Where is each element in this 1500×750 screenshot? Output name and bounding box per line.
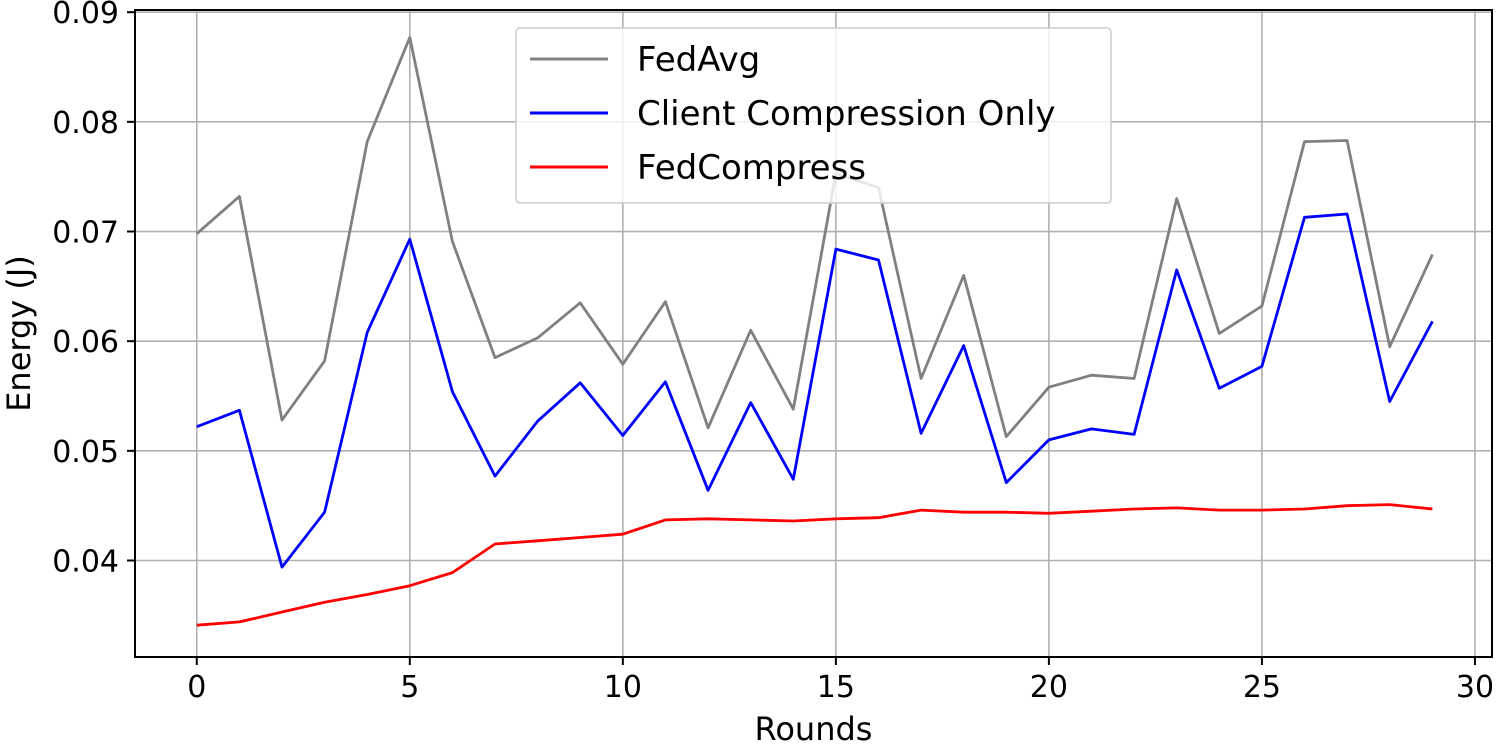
series-line-fedcompress — [196, 503, 1433, 627]
x-tick-label: 25 — [1243, 670, 1281, 705]
y-tick-label: 0.04 — [52, 544, 119, 579]
legend-box — [515, 27, 1112, 204]
legend-label: FedAvg — [637, 40, 760, 80]
y-tick-label: 0.09 — [52, 0, 119, 31]
y-tick-label: 0.05 — [52, 435, 119, 470]
x-tick-label: 30 — [1456, 670, 1494, 705]
legend-label: Client Compression Only — [637, 94, 1056, 134]
x-tick-label: 20 — [1030, 670, 1068, 705]
series-line-fedavg — [195, 36, 1434, 439]
series-lines — [195, 36, 1434, 627]
y-tick-label: 0.08 — [52, 106, 119, 141]
axis-ticks: 0 5 10 15 20 25 30 0.04 0.05 0.06 0.07 0.08 0.09 — [52, 0, 1494, 705]
y-tick-label: 0.07 — [52, 216, 119, 251]
legend: FedAvg Client Compression Only FedCompress — [515, 27, 1112, 204]
x-tick-label: 5 — [400, 670, 419, 705]
grid — [135, 10, 1492, 657]
y-axis-label: Energy (J) — [0, 255, 38, 412]
legend-label: FedCompress — [637, 148, 866, 188]
x-tick-label: 10 — [604, 670, 642, 705]
x-tick-label: 0 — [187, 670, 206, 705]
series-line-client-compression-only — [196, 212, 1434, 569]
plot-frame — [134, 9, 1493, 658]
y-tick-label: 0.06 — [52, 325, 119, 360]
x-tick-label: 15 — [817, 670, 855, 705]
x-axis-label: Rounds — [755, 710, 873, 748]
